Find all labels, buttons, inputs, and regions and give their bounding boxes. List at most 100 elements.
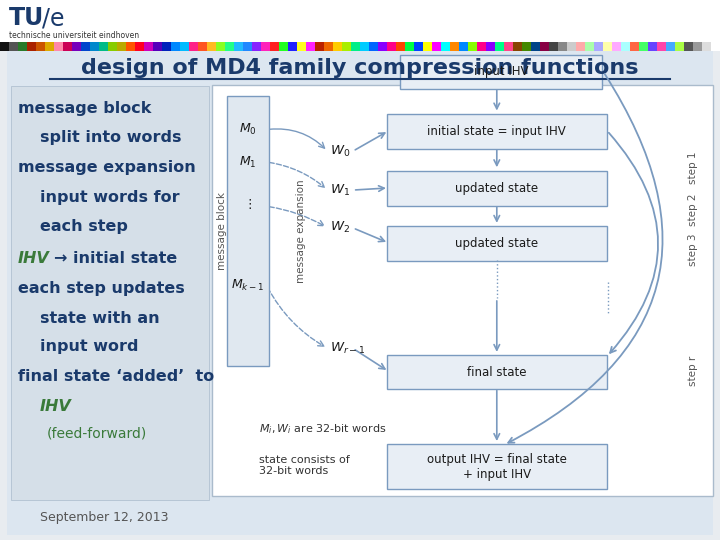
Bar: [11, 86, 209, 500]
FancyBboxPatch shape: [227, 96, 269, 366]
Text: each step: each step: [40, 219, 127, 234]
Text: split into words: split into words: [40, 130, 181, 145]
Text: message block: message block: [18, 100, 151, 116]
Text: $W_1$: $W_1$: [330, 183, 350, 198]
Bar: [162, 42, 171, 51]
Bar: [603, 42, 612, 51]
Text: message expansion: message expansion: [296, 179, 306, 283]
Bar: [648, 42, 657, 51]
Bar: [693, 42, 702, 51]
Bar: [72, 42, 81, 51]
Bar: [243, 42, 252, 51]
Bar: [351, 42, 360, 51]
Text: each step updates: each step updates: [18, 281, 185, 296]
Text: final state ‘added’  to: final state ‘added’ to: [18, 369, 215, 384]
Text: $M_i, W_i$ are 32-bit words: $M_i, W_i$ are 32-bit words: [259, 422, 387, 436]
Text: message expansion: message expansion: [18, 160, 196, 175]
Text: step 1: step 1: [688, 151, 698, 184]
Bar: [279, 42, 288, 51]
Bar: [513, 42, 522, 51]
Bar: [378, 42, 387, 51]
Text: updated state: updated state: [455, 237, 539, 250]
Text: output IHV = final state
+ input IHV: output IHV = final state + input IHV: [427, 453, 567, 481]
FancyBboxPatch shape: [387, 355, 607, 389]
Bar: [702, 42, 711, 51]
Bar: [414, 42, 423, 51]
Bar: [369, 42, 378, 51]
Bar: [657, 42, 666, 51]
Bar: [441, 42, 450, 51]
Text: input IHV: input IHV: [474, 65, 528, 78]
Bar: [621, 42, 630, 51]
Bar: [99, 42, 108, 51]
Bar: [54, 42, 63, 51]
Text: $M_1$: $M_1$: [239, 154, 256, 170]
Bar: [135, 42, 144, 51]
Bar: [216, 42, 225, 51]
Bar: [63, 42, 72, 51]
Bar: [567, 42, 576, 51]
Bar: [405, 42, 414, 51]
Text: $W_0$: $W_0$: [330, 144, 350, 159]
Text: IHV: IHV: [18, 251, 50, 266]
Text: input word: input word: [40, 339, 138, 354]
Bar: [27, 42, 36, 51]
Bar: [450, 42, 459, 51]
Text: step r: step r: [688, 355, 698, 386]
Bar: [711, 42, 720, 51]
Text: input words for: input words for: [40, 190, 179, 205]
Bar: [504, 42, 513, 51]
Bar: [396, 42, 405, 51]
Bar: [315, 42, 324, 51]
Text: September 12, 2013: September 12, 2013: [40, 511, 168, 524]
FancyArrowPatch shape: [609, 133, 658, 353]
FancyBboxPatch shape: [387, 444, 607, 489]
FancyBboxPatch shape: [387, 226, 607, 261]
Bar: [486, 42, 495, 51]
Text: (feed-forward): (feed-forward): [47, 426, 147, 440]
Bar: [117, 42, 126, 51]
Bar: [333, 42, 342, 51]
Bar: [234, 42, 243, 51]
Bar: [558, 42, 567, 51]
Bar: [0, 42, 9, 51]
Bar: [612, 42, 621, 51]
Text: → initial state: → initial state: [54, 251, 177, 266]
Bar: [495, 42, 504, 51]
Bar: [189, 42, 198, 51]
Bar: [261, 42, 270, 51]
Bar: [468, 42, 477, 51]
Text: design of MD4 family compression functions: design of MD4 family compression functio…: [81, 57, 639, 78]
FancyBboxPatch shape: [387, 171, 607, 206]
Text: message block: message block: [217, 192, 227, 270]
Text: $W_{r-1}$: $W_{r-1}$: [330, 341, 365, 356]
Text: state with an: state with an: [40, 311, 159, 326]
Text: updated state: updated state: [455, 182, 539, 195]
Bar: [675, 42, 684, 51]
Text: /e: /e: [42, 6, 64, 30]
Bar: [288, 42, 297, 51]
Bar: [630, 42, 639, 51]
Bar: [387, 42, 396, 51]
Bar: [306, 42, 315, 51]
Bar: [108, 42, 117, 51]
Bar: [198, 42, 207, 51]
Text: $\vdots$: $\vdots$: [243, 197, 252, 211]
Bar: [423, 42, 432, 51]
Bar: [459, 42, 468, 51]
Text: initial state = input IHV: initial state = input IHV: [428, 125, 566, 138]
Bar: [297, 42, 306, 51]
Text: TU: TU: [9, 6, 44, 30]
Bar: [585, 42, 594, 51]
Bar: [576, 42, 585, 51]
Bar: [549, 42, 558, 51]
Text: step 3: step 3: [688, 233, 698, 266]
Bar: [684, 42, 693, 51]
Bar: [477, 42, 486, 51]
Bar: [171, 42, 180, 51]
Bar: [432, 42, 441, 51]
Bar: [153, 42, 162, 51]
Bar: [126, 42, 135, 51]
Text: state consists of
32-bit words: state consists of 32-bit words: [259, 455, 350, 476]
Bar: [90, 42, 99, 51]
